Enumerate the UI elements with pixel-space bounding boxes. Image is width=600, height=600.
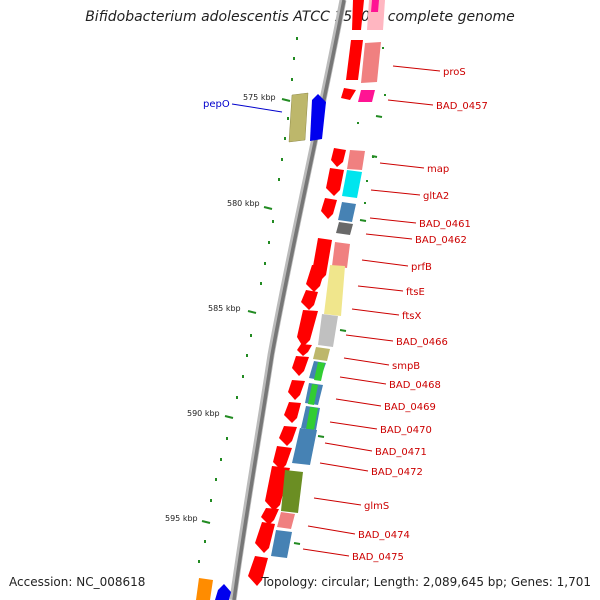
gene-label-smpB[interactable]: smpB <box>392 361 420 372</box>
pepO-leader <box>231 103 283 113</box>
gene-label-BAD_0461[interactable]: BAD_0461 <box>419 219 471 230</box>
scale-label-585: 585 kbp <box>208 304 241 313</box>
gene-label-BAD_0468[interactable]: BAD_0468 <box>389 380 441 391</box>
gene-label-ftsE[interactable]: ftsE <box>406 287 425 298</box>
topology-label: Topology: circular; Length: 2,089,645 bp… <box>261 575 591 589</box>
gene-label-pepO[interactable]: pepO <box>203 99 230 110</box>
gene-label-BAD_0462[interactable]: BAD_0462 <box>415 235 467 246</box>
gene-label-ftsX[interactable]: ftsX <box>402 311 421 322</box>
label-leaders <box>302 65 441 557</box>
gene-label-glmS[interactable]: glmS <box>364 501 389 512</box>
forward-genes[interactable] <box>248 0 364 586</box>
gene-label-BAD_0475[interactable]: BAD_0475 <box>352 552 404 563</box>
scale-label-590: 590 kbp <box>187 409 220 418</box>
gene-label-BAD_0472[interactable]: BAD_0472 <box>371 467 423 478</box>
gene-label-BAD_0457[interactable]: BAD_0457 <box>436 101 488 112</box>
gene-label-BAD_0470[interactable]: BAD_0470 <box>380 425 432 436</box>
gene-label-proS[interactable]: proS <box>443 67 466 78</box>
inner-dashes <box>293 115 383 545</box>
scale-label-580: 580 kbp <box>227 199 260 208</box>
gene-label-BAD_0466[interactable]: BAD_0466 <box>396 337 448 348</box>
scale-label-595: 595 kbp <box>165 514 198 523</box>
bottom-features[interactable] <box>196 578 231 600</box>
gene-label-map[interactable]: map <box>427 164 449 175</box>
colored-features[interactable] <box>271 0 385 558</box>
scale-ticks <box>201 98 291 524</box>
gene-label-prfB[interactable]: prfB <box>411 262 432 273</box>
map-title: Bifidobacterium adolescentis ATCC 15703,… <box>85 9 515 25</box>
gene-label-BAD_0469[interactable]: BAD_0469 <box>384 402 436 413</box>
scale-label-575: 575 kbp <box>243 93 276 102</box>
pepO-feature[interactable] <box>288 92 326 143</box>
gene-label-BAD_0471[interactable]: BAD_0471 <box>375 447 427 458</box>
accession-label: Accession: NC_008618 <box>9 575 146 589</box>
gene-label-BAD_0474[interactable]: BAD_0474 <box>358 530 410 541</box>
gene-label-gltA2[interactable]: gltA2 <box>423 191 449 202</box>
